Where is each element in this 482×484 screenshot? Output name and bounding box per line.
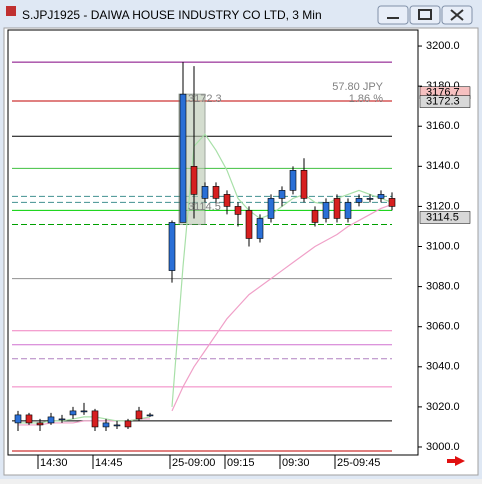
window-title: S.JPJ1925 - DAIWA HOUSE INDUSTRY CO LTD,… (22, 8, 322, 22)
y-tick-label: 3200.0 (426, 40, 460, 52)
annotation: 1.86 % (349, 93, 383, 105)
price-tag (419, 95, 471, 108)
candle-body (201, 186, 209, 199)
y-tick-label: 3140.0 (426, 160, 460, 172)
app-icon (6, 6, 16, 16)
candle-body (322, 202, 330, 219)
candle-body (14, 414, 22, 424)
candle-body (311, 210, 319, 223)
x-tick-label: 25-09:00 (172, 457, 215, 469)
y-tick-label: 3160.0 (426, 120, 460, 132)
y-tick-label: 3080.0 (426, 281, 460, 293)
candle-body (278, 190, 286, 199)
x-tick-label: 09:15 (227, 457, 255, 469)
x-tick-label: 14:45 (95, 457, 123, 469)
candle-body (245, 210, 253, 239)
candle-body (47, 416, 55, 424)
price-tag-label: 3114.5 (426, 211, 459, 223)
candle-body (377, 194, 385, 199)
annotation: 3114.5 (188, 201, 221, 213)
candle-body (25, 414, 33, 424)
y-tick-label: 3120.0 (426, 200, 460, 212)
minimize-button[interactable] (377, 5, 409, 25)
candle-body (124, 420, 132, 428)
candle-body (36, 422, 44, 426)
y-tick-label: 3040.0 (426, 361, 460, 373)
price-tag-label: 3172.3 (426, 95, 460, 107)
annotation: 3172.3 (188, 93, 222, 105)
candle-body (234, 206, 242, 215)
maximize-icon (418, 9, 432, 20)
candle-body (102, 422, 110, 428)
candle-body (69, 410, 77, 416)
candle-body (388, 198, 396, 207)
y-tick-label: 3060.0 (426, 321, 460, 333)
close-icon (450, 9, 464, 21)
scroll-arrow[interactable] (447, 456, 465, 466)
candle-body (58, 418, 66, 421)
candle-body (146, 414, 154, 417)
x-tick-label: 09:30 (282, 457, 310, 469)
plot: 3000.0 3020.0 3040.0 3060.0 3080.0 3100.0 3120… (12, 40, 471, 469)
y-tick-label: 3100.0 (426, 240, 460, 252)
candle-body (267, 198, 275, 219)
candle-body (168, 222, 176, 271)
candle-body (212, 186, 220, 199)
candle-body (366, 198, 374, 200)
price-tag (419, 211, 471, 224)
candle-body (355, 198, 363, 203)
x-tick-label: 25-09:45 (337, 457, 380, 469)
candle-body (300, 170, 308, 199)
candle-body (179, 93, 187, 223)
candle-body (289, 170, 297, 191)
candle-body (223, 194, 231, 207)
candle-body (333, 198, 341, 219)
maximize-button[interactable] (409, 5, 441, 25)
y-tick-label: 3020.0 (426, 401, 460, 413)
x-tick-label: 14:30 (40, 457, 68, 469)
y-tick-label: 3000.0 (426, 441, 460, 453)
candle-body (135, 410, 143, 420)
candle-body (91, 410, 99, 428)
window-buttons[interactable] (377, 5, 473, 25)
candle-body (344, 202, 352, 219)
candle-body (113, 424, 121, 427)
candle-body (256, 218, 264, 239)
candle-body (80, 410, 88, 413)
annotation: 57.80 JPY (332, 81, 383, 93)
candle-body (190, 166, 198, 195)
